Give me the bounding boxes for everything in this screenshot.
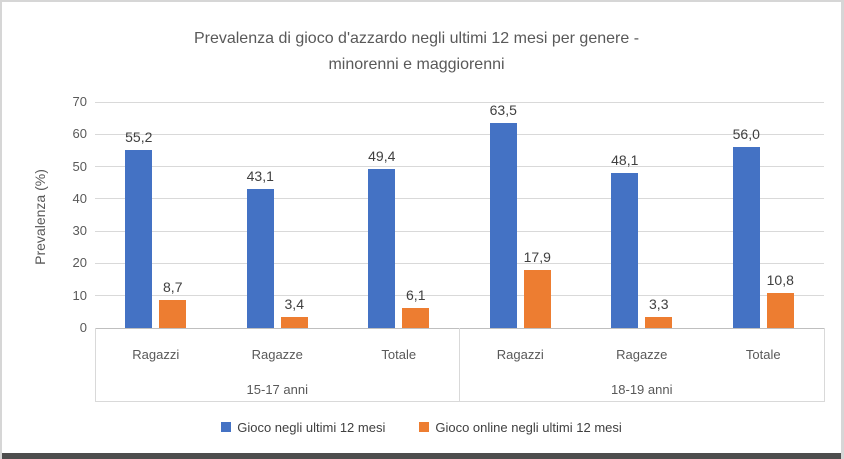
data-label: 17,9	[523, 249, 551, 266]
legend: Gioco negli ultimi 12 mesi Gioco online n…	[2, 416, 841, 438]
y-tick-label: 60	[72, 126, 87, 142]
category-label: Totale	[745, 347, 781, 362]
y-tick-label: 10	[72, 287, 87, 303]
bar-blue-1	[246, 188, 274, 328]
data-label: 6,1	[406, 287, 426, 304]
y-tick-label: 40	[72, 190, 87, 206]
chart-title: Prevalenza di gioco d'azzardo negli ulti…	[2, 26, 831, 78]
bar-orange-1	[280, 317, 308, 328]
group-separator-0	[94, 328, 96, 402]
bar-orange-0	[159, 299, 187, 328]
data-label: 43,1	[246, 167, 274, 184]
y-tick-label: 50	[72, 158, 87, 174]
legend-label: Gioco online negli ultimi 12 mesi	[435, 419, 622, 435]
chart-title-line-1: Prevalenza di gioco d'azzardo negli ulti…	[193, 30, 640, 47]
chart-title-line-2: minorenni e maggiorenni	[328, 56, 505, 73]
gridline-20	[95, 262, 824, 264]
gridline-10	[95, 295, 824, 297]
bar-blue-5	[732, 147, 760, 328]
category-label: Ragazze	[251, 347, 303, 362]
data-label: 10,8	[766, 272, 794, 289]
gridline-30	[95, 230, 824, 232]
category-label: Ragazzi	[132, 347, 180, 362]
bar-orange-3	[523, 270, 551, 328]
gridline-60	[95, 133, 824, 135]
data-label: 63,5	[489, 102, 517, 118]
legend-swatch-icon	[221, 422, 232, 432]
group-separator-1	[459, 328, 460, 402]
data-label: 8,7	[163, 278, 183, 295]
group-label: 15-17 anni	[246, 382, 308, 397]
gridline-50	[95, 166, 824, 168]
y-tick-label: 70	[72, 94, 87, 109]
y-axis-tick-labels: 0 10 20 30 40 50 60 70	[2, 94, 87, 335]
gridline-40	[95, 198, 824, 200]
data-label: 3,3	[649, 296, 669, 313]
bar-orange-2	[402, 308, 430, 328]
bar-blue-3	[489, 123, 517, 328]
bar-orange-4	[645, 317, 673, 328]
y-tick-label: 0	[79, 320, 87, 335]
bar-blue-0	[125, 149, 153, 328]
plot-area: 55,2 43,1 49,4 63,5 48,1 56,0 8,7 3,4 6,1 17,9 3,3…	[95, 101, 824, 329]
data-label: 56,0	[732, 126, 760, 143]
legend-item-1: Gioco online negli ultimi 12 mesi	[419, 419, 622, 435]
bottom-border	[2, 453, 841, 459]
legend-label: Gioco negli ultimi 12 mesi	[237, 419, 386, 435]
y-tick-label: 30	[72, 223, 87, 239]
group-separator-2	[823, 328, 825, 402]
bar-orange-5	[766, 293, 794, 328]
category-label: Ragazzi	[496, 347, 544, 362]
data-label: 55,2	[125, 128, 153, 145]
legend-item-0: Gioco negli ultimi 12 mesi	[221, 420, 385, 435]
data-label: 49,4	[368, 147, 396, 164]
data-label: 48,1	[611, 151, 639, 168]
bar-blue-2	[368, 168, 396, 328]
y-tick-label: 20	[72, 255, 87, 271]
category-label: Ragazze	[616, 347, 668, 362]
data-label: 3,4	[284, 296, 304, 313]
category-label: Totale	[381, 347, 417, 362]
gridline-70	[95, 101, 824, 103]
group-label: 18-19 anni	[611, 382, 673, 397]
legend-swatch-icon	[419, 422, 430, 432]
bar-blue-4	[611, 172, 639, 328]
x-axis: Ragazzi Ragazze Totale 15-17 anni Ragazzi Rag…	[2, 328, 841, 402]
